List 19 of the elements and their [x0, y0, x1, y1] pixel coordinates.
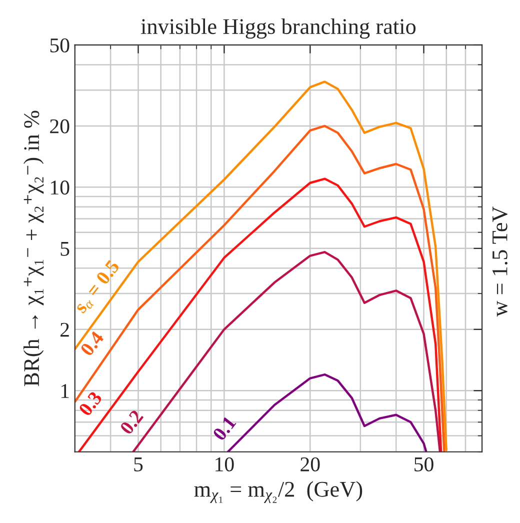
x-tick-label: 5 [134, 458, 143, 472]
annotation: s$_{α}$ = 0.5 [73, 259, 122, 316]
text: w = 1.5 TeV [492, 206, 508, 317]
y-tick-label: 1 [61, 384, 69, 398]
x-axis-title: m$_{χ₁}$ = m$_{χ₂}$/2 (GeV) [194, 481, 362, 503]
y-tick-label: 2 [60, 322, 69, 337]
y-tick-label: 5 [60, 242, 70, 256]
y-tick-label: 10 [51, 180, 70, 195]
x-tick-label: 10 [216, 457, 234, 472]
chart-title: invisible Higgs branching ratio [140, 18, 416, 39]
y-axis-title: BR(h → χ₁⁺χ₁⁻ + χ₂⁺χ₂⁻) in % [23, 110, 44, 386]
x-tick-label: 20 [300, 457, 320, 472]
annotation: 0.3 [78, 390, 103, 417]
annotation: 0.4 [80, 330, 104, 357]
y-tick-label: 20 [50, 119, 70, 134]
x-tick-label: 50 [414, 457, 434, 472]
annotation: 0.2 [119, 409, 144, 436]
annotation: 0.1 [212, 415, 236, 442]
y-tick-label: 50 [50, 38, 70, 52]
